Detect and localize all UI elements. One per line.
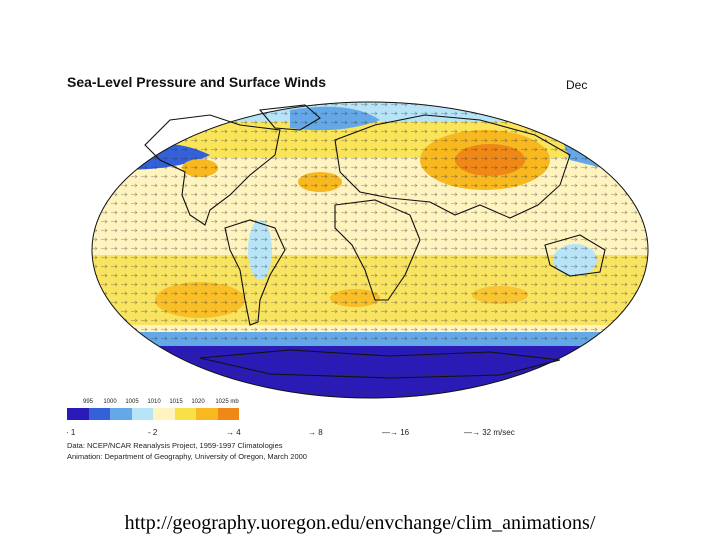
continent-outlines bbox=[144, 104, 606, 379]
legend-labels: 995 1000 1005 1010 1015 1020 1025 mb bbox=[66, 399, 242, 409]
wind-key-2: - 2 bbox=[148, 428, 158, 437]
source-url[interactable]: http://geography.uoregon.edu/envchange/c… bbox=[124, 512, 596, 534]
wind-key-16: —→ 16 bbox=[382, 428, 410, 437]
legend-swatch bbox=[110, 408, 132, 420]
legend-label: 1010 bbox=[147, 399, 161, 405]
wind-key-label: 4 bbox=[236, 428, 241, 437]
legend-swatch bbox=[174, 408, 196, 420]
legend-label: 1025 mb bbox=[215, 399, 239, 405]
wind-key-32: —→ 32 m/sec bbox=[464, 428, 515, 437]
legend-swatch bbox=[88, 408, 110, 420]
legend-label: 1000 bbox=[103, 399, 117, 405]
wind-key-8: → 8 bbox=[308, 428, 323, 437]
legend-swatch bbox=[131, 408, 153, 420]
map-title: Sea-Level Pressure and Surface Winds bbox=[67, 74, 326, 90]
legend-label: 1005 bbox=[125, 399, 139, 405]
wind-key-label: 16 bbox=[400, 428, 410, 437]
legend-swatch bbox=[153, 408, 175, 420]
wind-key-label: 8 bbox=[318, 428, 323, 437]
wind-key-4: → 4 bbox=[226, 428, 241, 437]
wind-key-label: 2 bbox=[152, 428, 158, 437]
pressure-map bbox=[91, 101, 649, 399]
wind-key-1: · 1 bbox=[66, 428, 76, 437]
legend-swatch bbox=[196, 408, 218, 420]
color-legend bbox=[67, 408, 239, 420]
legend-swatch bbox=[217, 408, 239, 420]
globe-outline bbox=[91, 101, 649, 399]
data-credit: Data: NCEP/NCAR Reanalysis Project, 1959… bbox=[67, 441, 283, 450]
wind-key-label: 1 bbox=[70, 428, 76, 437]
animation-credit: Animation: Department of Geography, Univ… bbox=[67, 452, 307, 461]
month-label: Dec bbox=[566, 78, 588, 92]
legend-label: 995 bbox=[82, 399, 93, 405]
wind-key-label: 32 m/sec bbox=[482, 428, 515, 437]
legend-swatch bbox=[67, 408, 89, 420]
legend-label: 1015 bbox=[169, 399, 183, 405]
legend-label: 1020 bbox=[191, 399, 205, 405]
